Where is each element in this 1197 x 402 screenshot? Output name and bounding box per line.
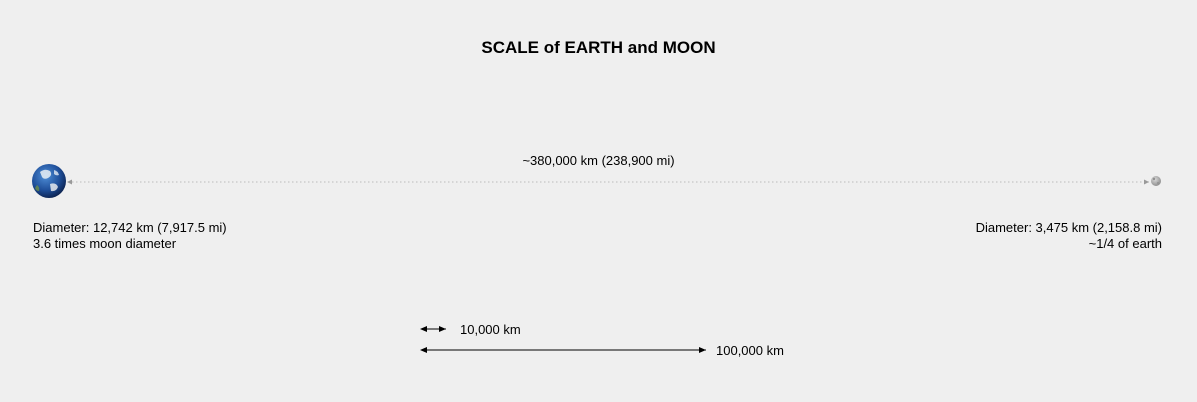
earth-icon: [32, 164, 66, 198]
earth-comparison-text: 3.6 times moon diameter: [33, 236, 177, 251]
scale-label-100000-km: 100,000 km: [716, 343, 784, 358]
earth-moon-distance-label: ~380,000 km (238,900 mi): [522, 153, 675, 168]
earth-info: Diameter: 12,742 km (7,917.5 mi) 3.6 tim…: [33, 220, 227, 252]
moon-info: Diameter: 3,475 km (2,158.8 mi) ~1/4 of …: [976, 220, 1162, 252]
moon-comparison-text: ~1/4 of earth: [1088, 236, 1162, 251]
diagram-title: SCALE of EARTH and MOON: [481, 38, 716, 57]
moon-diameter-text: Diameter: 3,475 km (2,158.8 mi): [975, 220, 1162, 235]
moon-icon: [1151, 176, 1161, 186]
earth-diameter-text: Diameter: 12,742 km (7,917.5 mi): [33, 220, 227, 235]
scale-label-10000-km: 10,000 km: [460, 322, 521, 337]
